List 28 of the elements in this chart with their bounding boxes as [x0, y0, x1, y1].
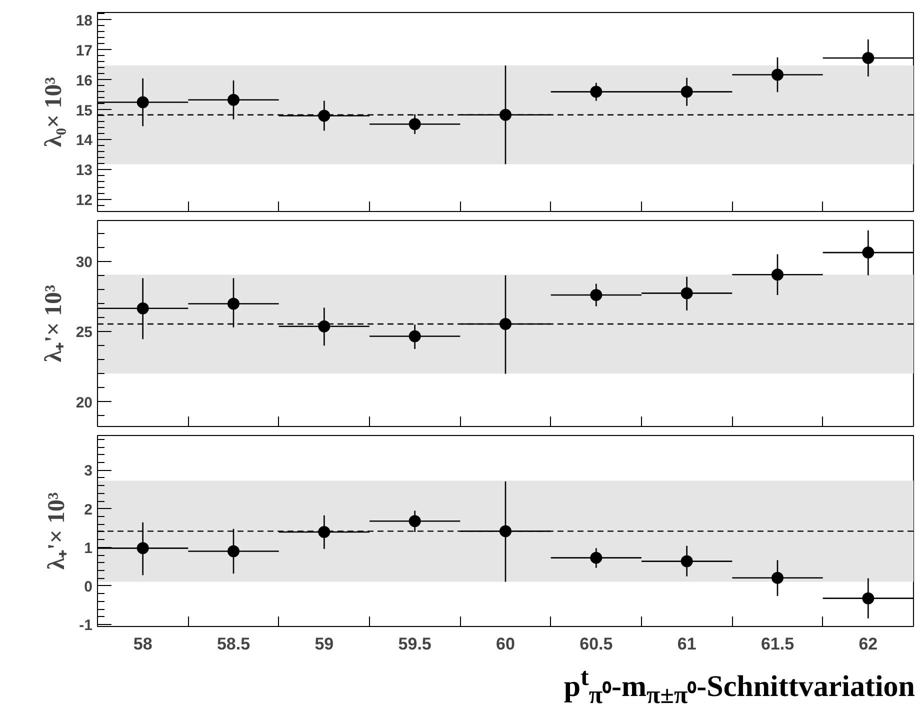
y-tick-label: 20 — [76, 394, 93, 412]
x-tick-label: 58 — [133, 634, 152, 654]
x-tick-label: 60.5 — [580, 634, 613, 654]
y-axis-title: λ₀× 10³ — [40, 77, 67, 147]
x-axis-title: p$^{t}$$_{π⁰}$-m$_{π±π⁰}$-Schnittvariation — [564, 663, 915, 704]
y-tick-label: -1 — [79, 617, 93, 634]
y-tick-label: 14 — [76, 132, 94, 150]
y-axis-title: λ₊'× 10³ — [44, 492, 70, 570]
x-tick-label: 62 — [858, 634, 878, 654]
x-tick-label: 59.5 — [398, 634, 432, 654]
y-tick-label: 16 — [76, 72, 93, 90]
x-tick-label: 59 — [314, 634, 334, 654]
y-axis-title: λ₊'× 10³ — [40, 284, 67, 362]
y-tick-label: 25 — [76, 324, 93, 342]
y-tick-label: 3 — [84, 462, 92, 480]
y-tick-label: 12 — [76, 192, 93, 210]
y-tick-label: 17 — [76, 42, 93, 60]
x-tick-label: 60 — [496, 634, 515, 654]
x-tick-label: 58.5 — [216, 634, 250, 654]
y-tick-label: 30 — [76, 254, 93, 271]
y-tick-label: 0 — [84, 578, 92, 596]
y-tick-label: 1 — [84, 540, 92, 557]
y-tick-label: 2 — [84, 501, 92, 518]
x-tick-label: 61.5 — [760, 634, 794, 654]
x-tick-label: 61 — [677, 634, 696, 654]
y-tick-label: 15 — [76, 102, 93, 120]
y-tick-label: 18 — [76, 12, 93, 30]
y-tick-label: 13 — [76, 162, 93, 180]
